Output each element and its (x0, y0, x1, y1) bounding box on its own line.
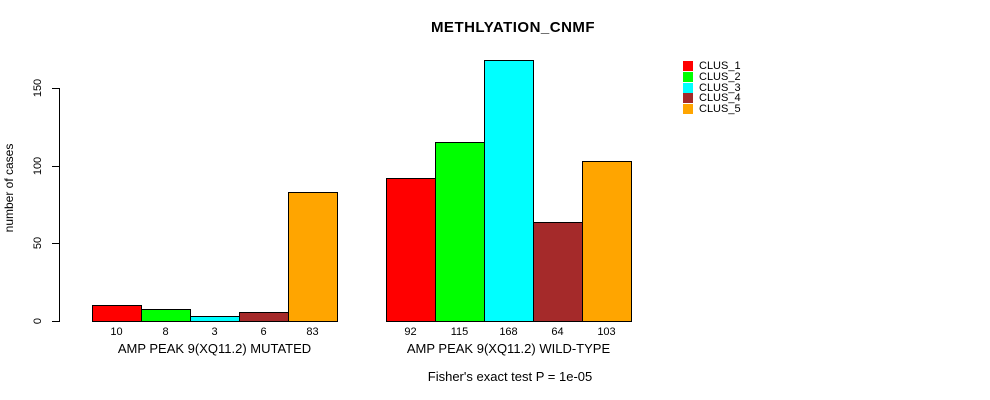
bar-value-label: 64 (551, 326, 564, 338)
y-axis-tick (52, 243, 59, 245)
legend-item-label: CLUS_2 (699, 71, 741, 84)
bar-value-label: 92 (404, 326, 417, 338)
legend-swatch-icon (683, 72, 693, 83)
legend-swatch-icon (683, 104, 693, 115)
legend-item-clus_1: CLUS_1 (683, 61, 741, 72)
y-axis-tick-label: 50 (32, 237, 44, 250)
bar-clus_3-group2 (484, 60, 534, 322)
bar-value-label: 103 (597, 326, 616, 338)
group-label-mutated: AMP PEAK 9(XQ11.2) MUTATED (117, 341, 312, 356)
legend-item-label: CLUS_4 (699, 92, 741, 105)
y-axis-tick-label: 150 (32, 78, 44, 98)
bar-clus_4-group2 (533, 222, 583, 322)
legend: CLUS_1 CLUS_2 CLUS_3 CLUS_4 CLUS_5 (683, 61, 741, 115)
y-axis-tick (52, 88, 59, 89)
bar-clus_1-group2 (386, 178, 436, 322)
y-axis-tick (52, 321, 59, 322)
bar-clus_4-group1 (239, 312, 289, 322)
legend-item-label: CLUS_3 (699, 81, 741, 94)
y-axis-tick (52, 165, 59, 167)
bar-clus_2-group1 (141, 309, 191, 322)
legend-item-clus_3: CLUS_3 (683, 82, 741, 93)
legend-item-label: CLUS_5 (699, 103, 741, 116)
legend-item-label: CLUS_1 (699, 60, 741, 73)
legend-item-clus_2: CLUS_2 (683, 72, 741, 83)
legend-swatch-icon (683, 61, 693, 72)
legend-swatch-icon (683, 93, 693, 104)
bar-value-label: 10 (110, 326, 123, 338)
bar-value-label: 83 (306, 326, 319, 338)
bar-value-label: 8 (162, 326, 169, 338)
legend-swatch-icon (683, 82, 693, 93)
legend-item-clus_5: CLUS_5 (683, 104, 741, 115)
bar-clus_5-group2 (582, 161, 632, 322)
y-axis-line (59, 88, 60, 322)
bar-clus_3-group1 (190, 316, 240, 322)
group-label-wildtype: AMP PEAK 9(XQ11.2) WILD-TYPE (406, 341, 611, 356)
y-axis-title: number of cases (2, 143, 16, 233)
bar-value-label: 6 (260, 326, 267, 338)
y-axis-tick-label: 100 (32, 156, 44, 175)
bar-value-label: 3 (211, 326, 218, 338)
bar-clus_5-group1 (288, 192, 338, 322)
bar-value-label: 168 (499, 326, 518, 338)
bar-clus_2-group2 (435, 142, 485, 322)
y-axis-tick-label: 0 (32, 317, 44, 325)
chart-title: METHLYATION_CNMF (430, 19, 596, 36)
legend-item-clus_4: CLUS_4 (683, 93, 741, 104)
bar-clus_1-group1 (92, 305, 142, 322)
bar-value-label: 115 (450, 326, 469, 338)
fisher-test-annotation: Fisher's exact test P = 1e-05 (427, 369, 593, 384)
